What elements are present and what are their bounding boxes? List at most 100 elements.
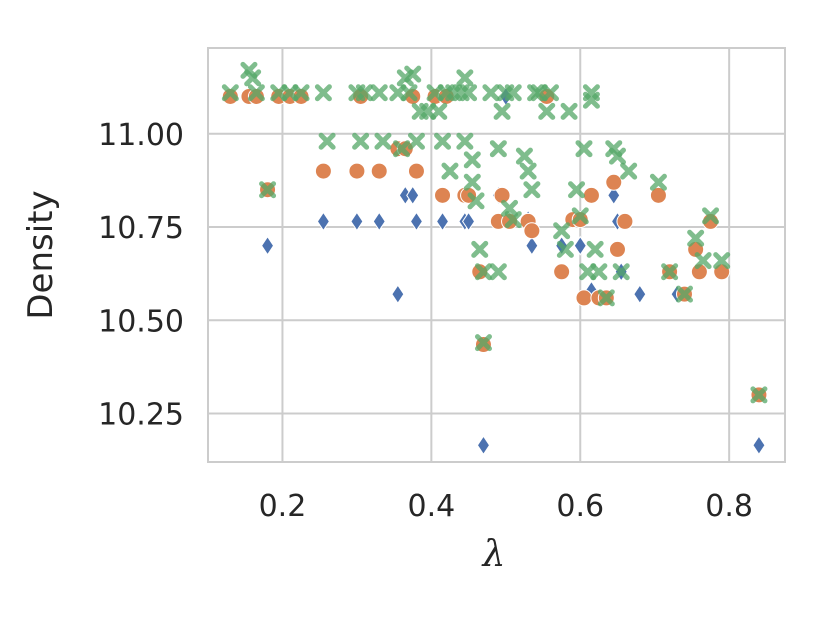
data-point-x — [713, 252, 731, 270]
data-point-x — [471, 240, 489, 258]
data-point-x — [460, 84, 478, 102]
data-point-circle — [396, 140, 414, 158]
data-point-diamond — [406, 185, 420, 206]
data-point-circle — [370, 162, 388, 180]
data-point-x — [400, 84, 418, 102]
data-point-x — [687, 229, 705, 247]
data-point-diamond — [573, 235, 587, 256]
data-point-x — [571, 207, 589, 225]
data-point-x — [519, 162, 537, 180]
data-point-x — [370, 84, 388, 102]
data-point-x — [221, 84, 239, 102]
data-point-x — [556, 240, 574, 258]
data-point-x — [247, 84, 265, 102]
data-point-x — [292, 84, 310, 102]
data-point-x — [482, 84, 500, 102]
x-tick-label: 0.8 — [705, 489, 753, 524]
data-point-x — [493, 102, 511, 120]
data-point-x — [441, 162, 459, 180]
y-tick-labels: 10.25 10.50 10.75 11.00 — [98, 118, 184, 433]
data-point-diamond — [607, 185, 621, 206]
data-point-diamond — [350, 211, 364, 232]
data-point-x — [489, 263, 507, 281]
data-point-diamond — [435, 211, 450, 232]
data-point-x — [582, 91, 600, 109]
data-point-x — [515, 147, 533, 165]
y-axis-label: Density — [21, 190, 61, 319]
data-points — [221, 61, 768, 456]
data-point-x — [430, 102, 448, 120]
data-point-circle — [314, 162, 332, 180]
data-point-circle — [649, 186, 667, 204]
data-point-diamond — [752, 435, 766, 456]
data-point-diamond — [633, 284, 647, 305]
data-point-circle — [582, 186, 600, 204]
data-point-x — [504, 211, 522, 229]
data-point-x — [259, 181, 277, 199]
data-point-x — [374, 132, 392, 150]
data-point-diamond — [391, 284, 405, 305]
data-point-circle — [616, 212, 634, 230]
data-point-x — [467, 192, 485, 210]
data-point-circle — [434, 186, 452, 204]
data-point-circle — [605, 173, 623, 191]
data-point-x — [314, 84, 332, 102]
data-point-x — [590, 263, 608, 281]
data-point-x — [456, 69, 474, 87]
data-point-x — [393, 140, 411, 158]
x-tick-labels: 0.2 0.4 0.6 0.8 — [259, 489, 753, 524]
y-tick-label: 10.25 — [98, 398, 184, 433]
data-point-x — [750, 386, 768, 404]
y-tick-label: 11.00 — [98, 118, 184, 153]
data-point-x — [541, 84, 559, 102]
data-point-x — [407, 132, 425, 150]
data-point-diamond — [476, 435, 491, 456]
data-point-x — [352, 132, 370, 150]
data-point-circle — [553, 263, 571, 281]
data-point-diamond — [525, 235, 539, 256]
y-tick-label: 10.75 — [98, 211, 184, 246]
data-point-x — [463, 151, 481, 169]
data-point-circle — [348, 162, 366, 180]
data-point-x — [702, 207, 720, 225]
data-point-x — [560, 102, 578, 120]
data-point-x — [463, 173, 481, 191]
data-point-diamond — [260, 235, 275, 256]
data-point-diamond — [409, 211, 424, 232]
data-point-x — [474, 334, 492, 352]
data-point-x — [538, 102, 556, 120]
data-point-circle — [575, 289, 593, 307]
x-tick-label: 0.2 — [259, 489, 307, 524]
data-point-x — [434, 132, 452, 150]
data-point-circle — [247, 87, 265, 105]
data-point-x — [675, 285, 693, 303]
data-point-x — [649, 173, 667, 191]
data-point-x — [456, 132, 474, 150]
data-point-x — [661, 263, 679, 281]
plot-frame — [207, 47, 786, 463]
data-point-x — [504, 84, 522, 102]
data-point-circle — [523, 222, 541, 240]
data-point-x — [553, 222, 571, 240]
data-point-diamond — [461, 211, 476, 232]
y-tick-label: 10.50 — [98, 304, 184, 339]
data-point-x — [597, 289, 615, 307]
data-point-x — [694, 252, 712, 270]
data-point-x — [527, 84, 545, 102]
x-tick-label: 0.4 — [407, 489, 455, 524]
data-point-x — [620, 162, 638, 180]
data-point-x — [404, 65, 422, 83]
data-point-x — [612, 263, 630, 281]
data-point-x — [568, 181, 586, 199]
data-point-x — [608, 147, 626, 165]
data-point-x — [318, 132, 336, 150]
data-point-x — [575, 140, 593, 158]
data-point-circle — [471, 263, 489, 281]
data-point-x — [474, 263, 492, 281]
data-point-x — [489, 140, 507, 158]
data-point-circle — [608, 240, 626, 258]
data-point-circle — [571, 211, 589, 229]
x-tick-label: 0.6 — [556, 489, 604, 524]
data-point-circle — [407, 162, 425, 180]
